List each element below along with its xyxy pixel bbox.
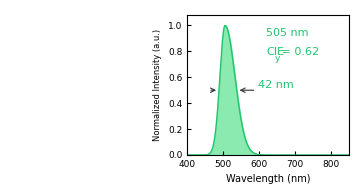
Y-axis label: Normalized Intensity (a.u.): Normalized Intensity (a.u.)	[153, 29, 162, 141]
X-axis label: Wavelength (nm): Wavelength (nm)	[226, 174, 310, 184]
Text: 505 nm: 505 nm	[266, 28, 309, 38]
Text: CIE: CIE	[266, 47, 284, 57]
Text: = 0.62: = 0.62	[278, 47, 319, 57]
Text: 42 nm: 42 nm	[258, 80, 294, 90]
Text: y: y	[275, 54, 280, 63]
